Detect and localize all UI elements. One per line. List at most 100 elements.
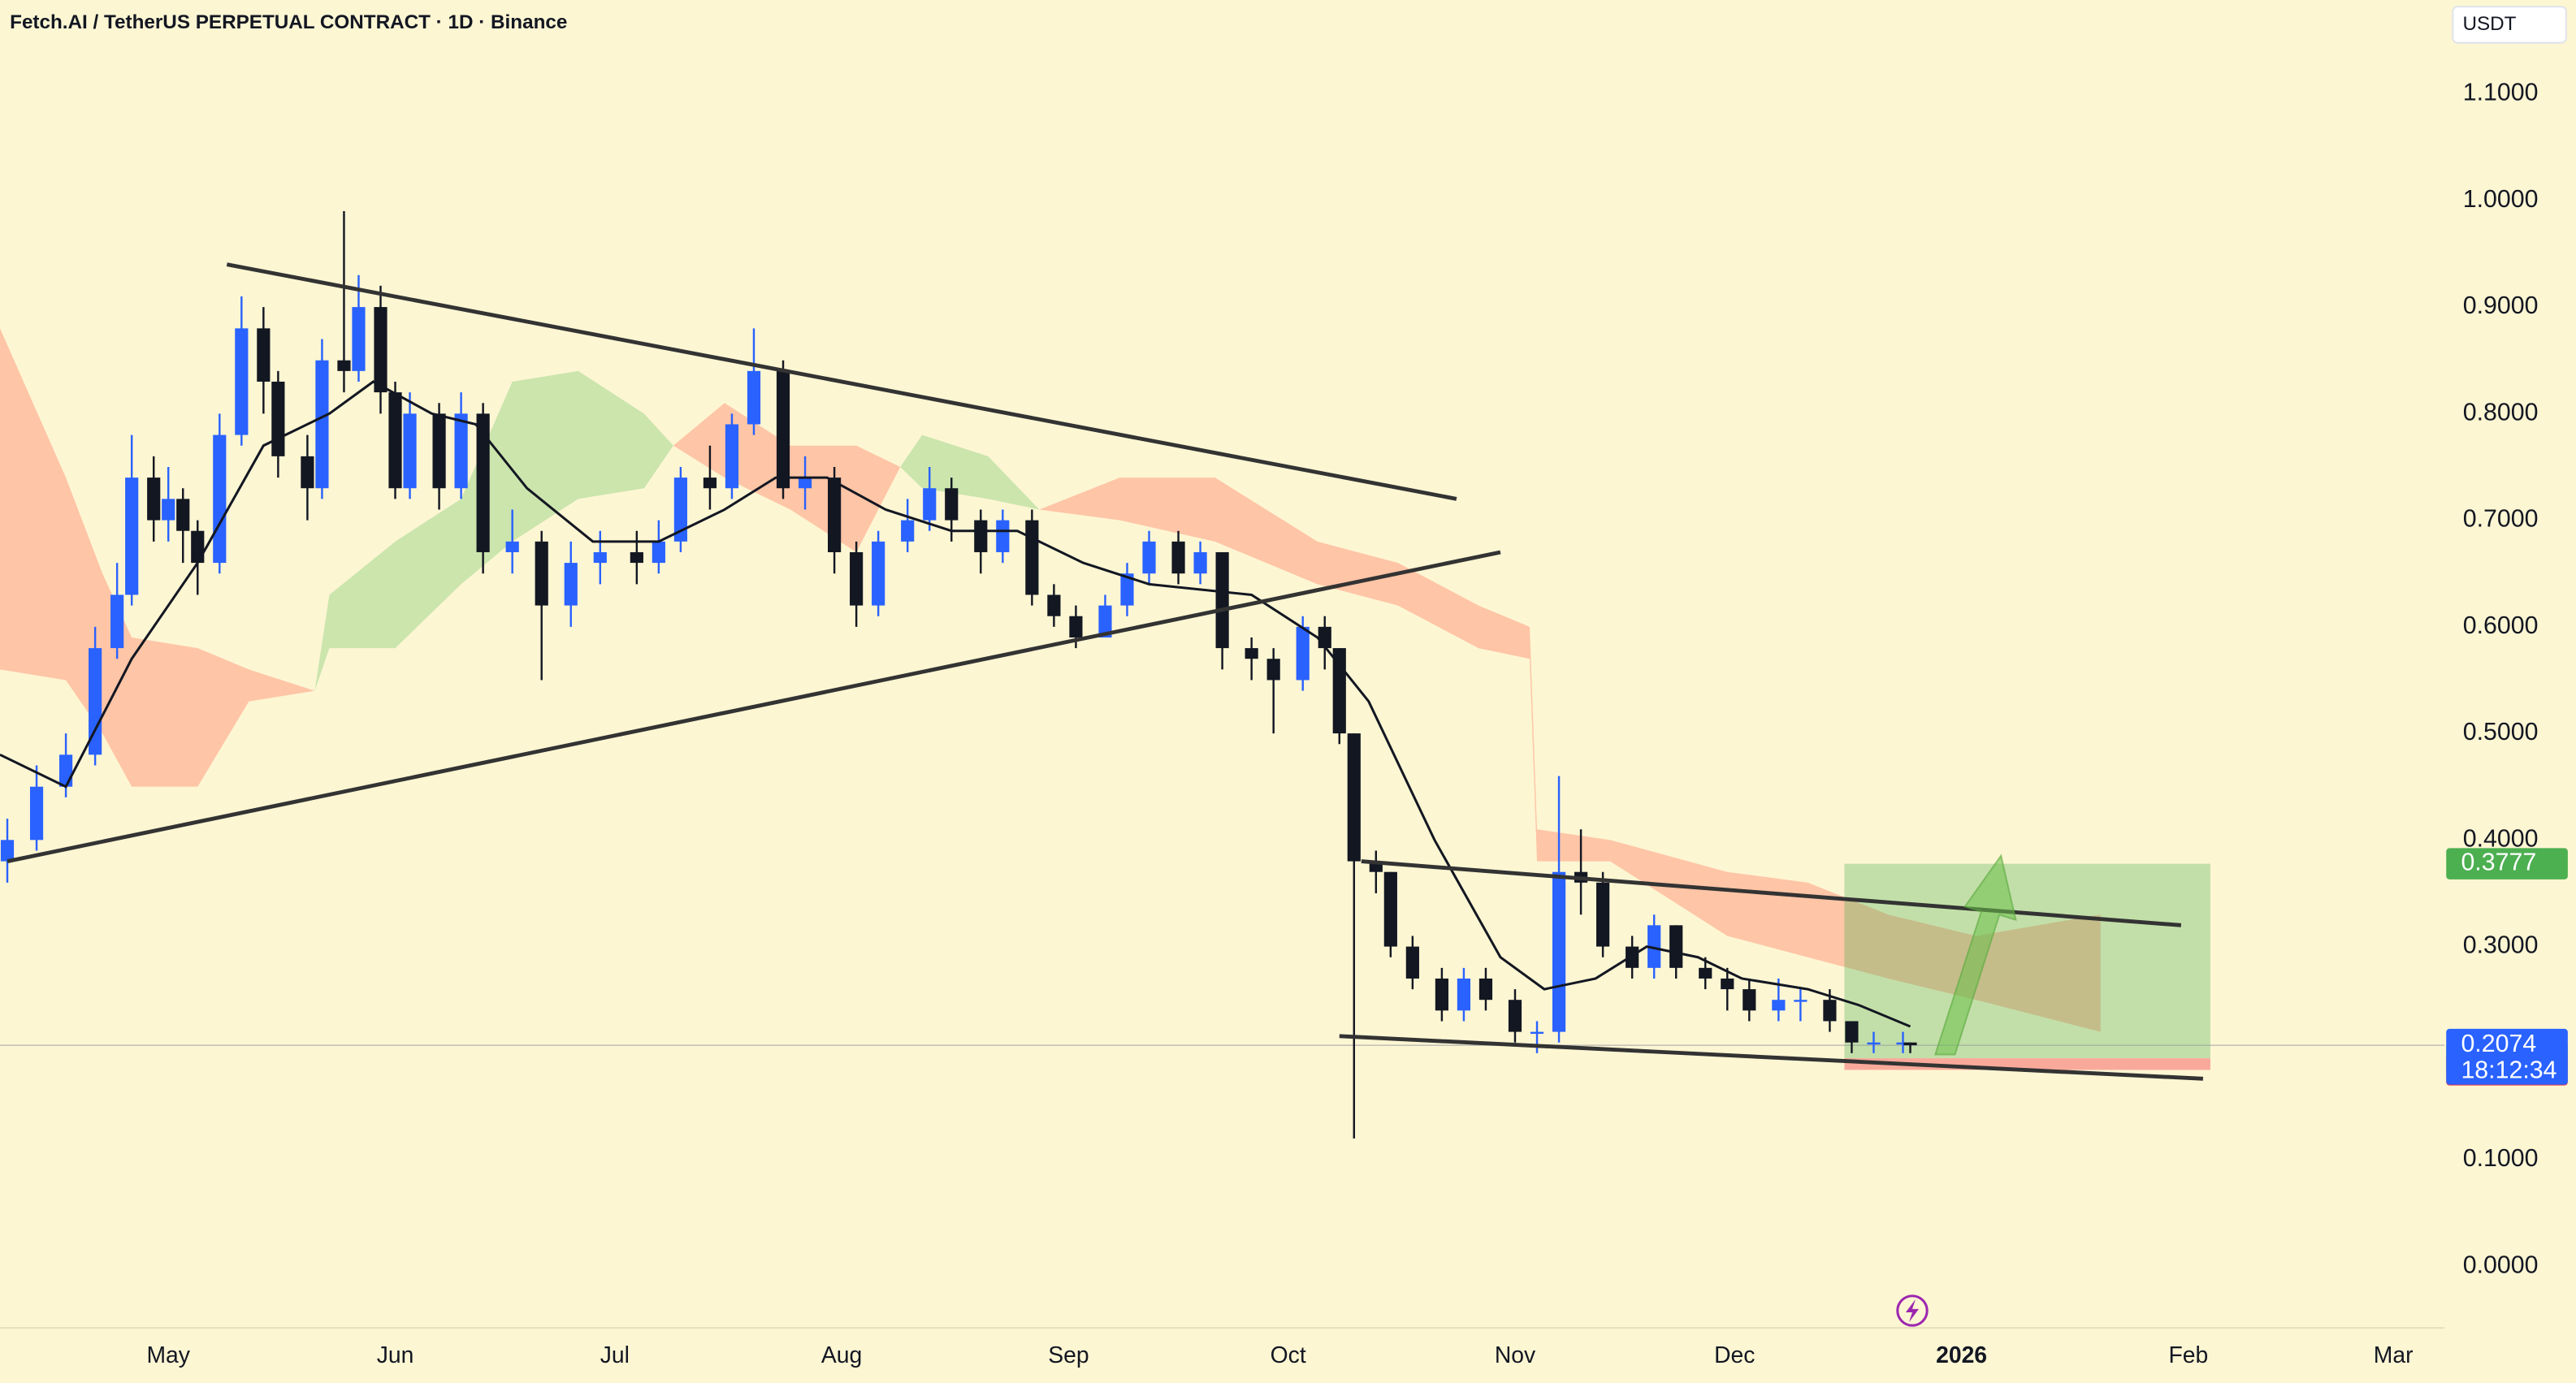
- candle-body: [432, 413, 446, 489]
- candle-body: [301, 456, 314, 489]
- candle-body: [1772, 1000, 1786, 1011]
- price-tag: [2446, 848, 2568, 880]
- candle-body: [1047, 594, 1061, 616]
- candle-body: [1142, 541, 1156, 574]
- candle-body: [1647, 925, 1661, 968]
- candle-body: [1215, 551, 1229, 649]
- price-tag-label: 0.3777: [2461, 849, 2536, 876]
- candle-body: [1098, 605, 1112, 637]
- candle-body: [798, 478, 812, 489]
- x-tick-label: Nov: [1495, 1342, 1536, 1368]
- candle-body: [673, 478, 687, 542]
- candle-body: [257, 328, 271, 382]
- y-tick-label: 0.7000: [2463, 506, 2539, 533]
- position-target-zone: [1844, 863, 2210, 1059]
- x-tick-label: Mar: [2374, 1342, 2414, 1368]
- candle-body: [1296, 626, 1310, 681]
- candle-body: [1794, 1000, 1808, 1002]
- trendline: [226, 262, 1457, 501]
- x-tick-label: Jun: [377, 1342, 414, 1368]
- candle-body: [1867, 1042, 1881, 1045]
- currency-box[interactable]: [2452, 6, 2567, 44]
- candle-body: [593, 551, 607, 564]
- candle-body: [747, 370, 761, 425]
- y-tick-label: 0.1000: [2463, 1145, 2539, 1172]
- candle-body: [176, 499, 190, 531]
- candle-body: [1626, 946, 1639, 968]
- candle-body: [191, 530, 205, 564]
- candle-body: [1405, 946, 1419, 979]
- candle-body: [564, 563, 578, 606]
- candle-body: [1721, 978, 1734, 990]
- trendline: [1339, 1034, 2204, 1081]
- x-tick-label: Dec: [1714, 1342, 1755, 1368]
- candle-body: [454, 413, 468, 489]
- cloud: [1039, 478, 2101, 1032]
- price-tag-label: 0.2074: [2461, 1031, 2536, 1057]
- x-tick-label: Jul: [600, 1342, 630, 1368]
- candle-body: [1552, 871, 1566, 1032]
- candle-body: [1478, 978, 1493, 1001]
- cloud: [0, 328, 315, 787]
- candle-body: [476, 413, 490, 552]
- candle-body: [58, 754, 73, 787]
- cloud: [900, 434, 1040, 510]
- y-tick-label: 1.1000: [2463, 80, 2539, 106]
- candle-body: [235, 328, 249, 435]
- moving-average: [0, 380, 1911, 1028]
- chart-title: Fetch.AI / TetherUS PERPETUAL CONTRACT ·…: [10, 11, 567, 33]
- candle-body: [1383, 871, 1397, 947]
- candle-body: [996, 520, 1010, 552]
- candle-body: [125, 478, 139, 595]
- candle-body: [147, 478, 161, 521]
- candle-body: [828, 478, 842, 552]
- x-tick-label: Aug: [821, 1342, 862, 1368]
- candle-body: [923, 488, 937, 521]
- candle-body: [776, 370, 790, 489]
- lightning-icon[interactable]: [1896, 1294, 1929, 1327]
- y-tick-label: 0.8000: [2463, 399, 2539, 426]
- cloud: [314, 370, 673, 691]
- candle-body: [1845, 1021, 1859, 1043]
- candle-body: [1596, 882, 1610, 947]
- y-tick-label: 0.4000: [2463, 825, 2539, 852]
- y-tick-label: 0.6000: [2463, 612, 2539, 639]
- y-tick-label: 0.3000: [2463, 932, 2539, 959]
- candle-body: [388, 392, 402, 489]
- candle-body: [1508, 1000, 1522, 1032]
- plot-area: [0, 210, 2445, 1139]
- candle-body: [1171, 541, 1185, 574]
- overlay: [1896, 854, 2017, 1327]
- candle-body: [1025, 520, 1039, 595]
- trendline: [6, 550, 1501, 863]
- x-tick-label: 2026: [1936, 1342, 1987, 1368]
- currency-label: USDT: [2462, 13, 2516, 35]
- candle-body: [1245, 648, 1258, 659]
- candle-body: [1435, 978, 1448, 1011]
- candle-body: [1069, 616, 1083, 637]
- candle-body: [630, 551, 643, 564]
- candle-body: [872, 541, 885, 606]
- candle-body: [110, 594, 124, 649]
- y-tick-label: 0.0000: [2463, 1251, 2539, 1278]
- candle-body: [1896, 1042, 1910, 1045]
- candle-body: [945, 488, 959, 521]
- y-tick-label: 0.9000: [2463, 292, 2539, 319]
- candle-body: [0, 840, 15, 862]
- candle-body: [1823, 1000, 1837, 1022]
- trendline: [1361, 859, 2182, 927]
- candle-body: [901, 520, 915, 542]
- y-tick-label: 0.5000: [2463, 719, 2539, 746]
- x-tick-label: Oct: [1271, 1342, 1306, 1368]
- candle-body: [213, 434, 227, 564]
- candle-body: [1530, 1031, 1544, 1035]
- x-tick-label: Feb: [2168, 1342, 2208, 1368]
- candle-body: [403, 413, 417, 489]
- candle-body: [725, 424, 739, 489]
- candle-body: [652, 541, 665, 564]
- candle-body: [1457, 978, 1471, 1011]
- candle-body: [850, 551, 864, 606]
